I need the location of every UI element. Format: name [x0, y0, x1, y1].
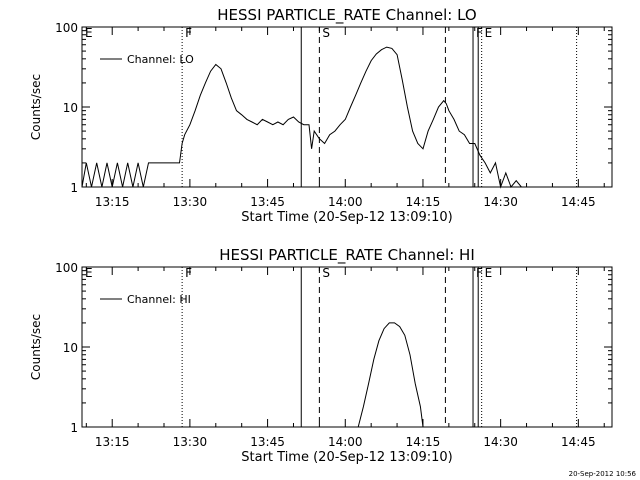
- time-marker-label: S: [322, 266, 330, 280]
- x-tick-label: 13:15: [95, 435, 130, 449]
- y-tick-label: 1: [70, 421, 78, 435]
- time-marker-label: E: [85, 26, 93, 40]
- time-marker-label: E: [485, 26, 493, 40]
- y-axis-label: Counts/sec: [29, 74, 43, 140]
- panel-hi: HESSI PARTICLE_RATE Channel: HI 13:15 13:3…: [29, 246, 613, 465]
- time-marker-label: S: [322, 26, 330, 40]
- y-tick-label: 10: [63, 101, 78, 115]
- plot-frame: [81, 266, 613, 428]
- chart-title: HESSI PARTICLE_RATE Channel: HI: [219, 246, 475, 265]
- legend-label: Channel: HI: [127, 293, 191, 306]
- x-tick-label: 13:30: [173, 435, 208, 449]
- x-tick-label: 14:30: [483, 435, 518, 449]
- time-marker-label: F: [185, 26, 192, 40]
- y-tick-label: 1: [70, 181, 78, 195]
- x-tick-label: 14:45: [561, 195, 596, 209]
- x-tick-label: 14:45: [561, 435, 596, 449]
- y-tick-label: 100: [55, 21, 78, 35]
- time-marker-label: E: [485, 266, 493, 280]
- x-tick-label: 14:00: [328, 195, 363, 209]
- time-marker-label: F: [476, 266, 483, 280]
- x-tick-label: 13:15: [95, 195, 130, 209]
- x-tick-label: 13:30: [173, 195, 208, 209]
- y-axis-label: Counts/sec: [29, 314, 43, 380]
- x-tick-label: 14:30: [483, 195, 518, 209]
- time-marker-label: F: [185, 266, 192, 280]
- panel-lo: HESSI PARTICLE_RATE Channel: LO 13:15 13:3…: [29, 6, 613, 225]
- x-tick-label: 14:00: [328, 435, 363, 449]
- time-marker-label: E: [85, 266, 93, 280]
- timestamp-label: 20-Sep-2012 10:56: [568, 470, 636, 478]
- y-tick-label: 100: [55, 261, 78, 275]
- x-axis-label: Start Time (20-Sep-12 13:09:10): [241, 210, 452, 225]
- legend-label: Channel: LO: [127, 53, 194, 66]
- x-tick-label: 13:45: [250, 435, 285, 449]
- x-tick-label: 14:15: [406, 435, 441, 449]
- series-line: [357, 322, 424, 428]
- chart-title: HESSI PARTICLE_RATE Channel: LO: [217, 6, 476, 25]
- x-tick-label: 13:45: [250, 195, 285, 209]
- y-tick-label: 10: [63, 341, 78, 355]
- x-axis-label: Start Time (20-Sep-12 13:09:10): [241, 450, 452, 465]
- time-marker-label: F: [476, 26, 483, 40]
- series-line: [81, 46, 537, 189]
- x-tick-label: 14:15: [406, 195, 441, 209]
